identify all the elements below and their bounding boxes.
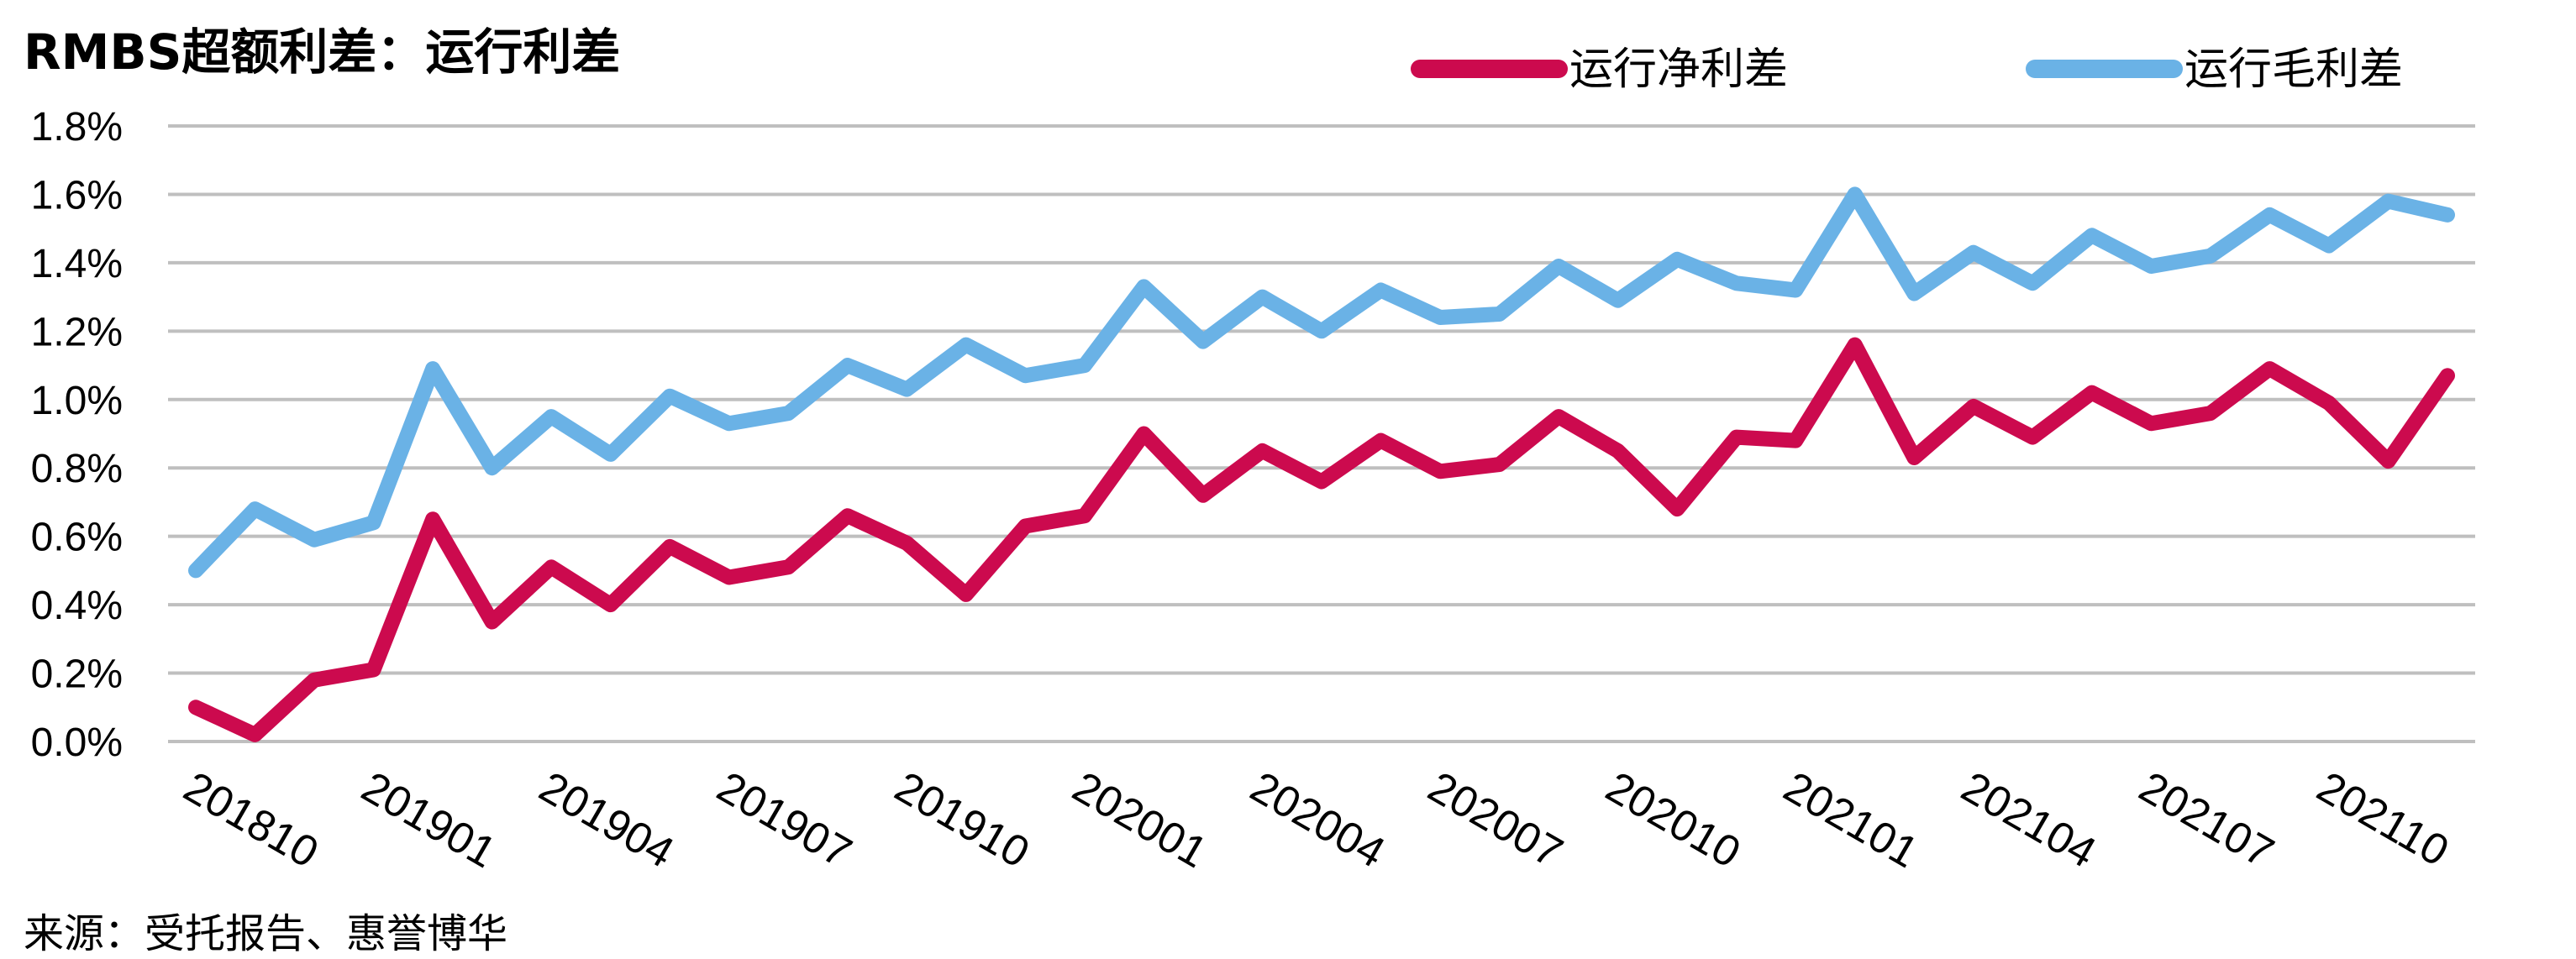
- y-tick-label: 1.4%: [31, 242, 123, 286]
- series-line-net-spread: [188, 337, 2455, 742]
- y-tick-label: 0.6%: [31, 516, 123, 560]
- series-lines: [188, 186, 2455, 742]
- x-tick-label: 201901: [354, 762, 504, 878]
- y-tick-label: 0.4%: [31, 584, 123, 628]
- x-tick-label: 202107: [2131, 762, 2281, 878]
- x-tick-label: 201904: [531, 762, 681, 878]
- y-axis-ticks: 0.0% 0.2% 0.4% 0.6% 0.8% 1.0% 1.2% 1.4% 1.6% 1.8%: [31, 105, 123, 765]
- x-axis-ticks: 201810 201901 201904 201907 201910 202001 2020…: [176, 762, 2457, 878]
- x-tick-label: 201907: [709, 762, 860, 878]
- gridlines: [168, 124, 2475, 743]
- legend-item-net: 运行净利差: [1411, 45, 1788, 95]
- legend: 运行净利差 运行毛利差: [1411, 45, 2403, 95]
- y-tick-label: 0.8%: [31, 447, 123, 491]
- y-tick-label: 0.0%: [31, 721, 123, 765]
- x-tick-label: 202007: [1420, 762, 1570, 878]
- y-tick-label: 0.2%: [31, 652, 123, 697]
- legend-item-gross: 运行毛利差: [2026, 45, 2403, 95]
- y-tick-label: 1.2%: [31, 310, 123, 354]
- x-tick-label: 202004: [1242, 762, 1392, 878]
- x-tick-label: 202101: [1775, 762, 1926, 878]
- y-tick-label: 1.0%: [31, 379, 123, 423]
- x-tick-label: 202104: [1953, 762, 2104, 878]
- x-tick-label: 201910: [886, 762, 1037, 878]
- legend-label-gross: 运行毛利差: [2184, 45, 2403, 95]
- x-tick-label: 202001: [1065, 762, 1215, 878]
- y-tick-label: 1.6%: [31, 173, 123, 217]
- chart-title: RMBS超额利差：运行利差: [24, 24, 620, 81]
- legend-label-net: 运行净利差: [1569, 45, 1788, 95]
- x-tick-label: 201810: [176, 762, 326, 878]
- source-note: 来源：受托报告、惠誉博华: [24, 910, 507, 957]
- x-tick-label: 202010: [1598, 762, 1748, 878]
- x-tick-label: 202110: [2309, 762, 2457, 876]
- y-tick-label: 1.8%: [31, 105, 123, 149]
- series-line-gross-spread: [188, 186, 2455, 579]
